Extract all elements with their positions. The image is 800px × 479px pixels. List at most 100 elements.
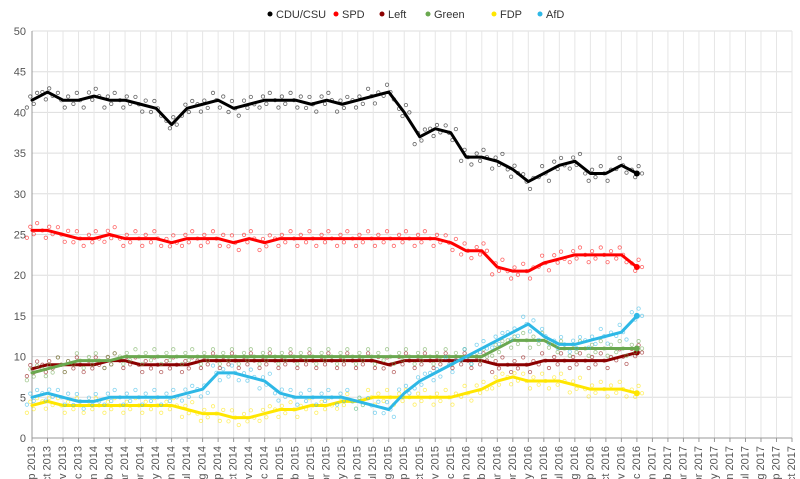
poll-point: [264, 358, 269, 363]
poll-point: [124, 232, 129, 238]
poll-point: [384, 229, 390, 234]
poll-point: [248, 347, 253, 352]
poll-point: [81, 105, 86, 110]
poll-point: [381, 411, 386, 416]
poll-point: [571, 338, 576, 343]
poll-point: [521, 261, 526, 266]
poll-point: [326, 90, 331, 95]
poll-point: [450, 402, 455, 407]
legend-item[interactable]: Left: [379, 9, 407, 21]
x-tick-label: Aug 2015: [383, 446, 395, 479]
poll-point: [198, 394, 204, 399]
poll-point: [438, 398, 443, 404]
poll-point: [366, 351, 371, 356]
poll-point: [469, 365, 474, 371]
poll-point: [71, 407, 76, 412]
poll-point: [462, 241, 467, 246]
poll-point: [431, 402, 436, 407]
poll-point: [345, 387, 350, 393]
x-tick-label: Nov 2016: [615, 446, 627, 479]
poll-point: [474, 151, 479, 156]
poll-point: [226, 419, 231, 424]
x-tick-label: Dec 2013: [73, 446, 85, 479]
poll-point: [71, 402, 76, 408]
y-tick-label: 10: [14, 352, 26, 364]
poll-point: [319, 350, 324, 356]
poll-point: [198, 361, 204, 367]
poll-point: [624, 394, 629, 399]
poll-point: [90, 362, 95, 367]
poll-point: [422, 347, 427, 352]
poll-point: [229, 351, 235, 356]
poll-point: [229, 233, 235, 238]
poll-point: [35, 363, 40, 368]
x-tick-label: Sep 2015: [398, 446, 410, 479]
poll-point: [515, 366, 521, 371]
poll-point: [257, 105, 262, 110]
legend[interactable]: CDU/CSU SPD Left Green FDP AfD: [267, 9, 565, 21]
legend-item[interactable]: AfD: [537, 9, 565, 21]
poll-point: [279, 94, 284, 99]
poll-point: [86, 395, 92, 400]
poll-point: [295, 414, 300, 419]
legend-item[interactable]: SPD: [333, 9, 365, 21]
poll-point: [121, 105, 126, 110]
poll-point: [577, 375, 583, 380]
poll-point: [112, 225, 117, 230]
poll-point: [148, 407, 154, 412]
poll-point: [314, 402, 319, 407]
poll-point: [412, 361, 417, 367]
poll-point: [496, 341, 502, 347]
x-tick-label: Feb 2016: [476, 446, 488, 479]
poll-point: [298, 94, 303, 99]
legend-item[interactable]: FDP: [491, 9, 523, 21]
series-spd: [24, 221, 645, 281]
x-tick-label: May 2017: [708, 446, 720, 479]
poll-point: [567, 390, 572, 395]
poll-point: [90, 366, 95, 371]
poll-point: [43, 235, 48, 240]
poll-point: [598, 164, 603, 169]
poll-point: [179, 414, 185, 419]
poll-point: [438, 362, 443, 367]
poll-point: [415, 391, 421, 396]
poll-point: [636, 383, 641, 389]
poll-point: [469, 361, 474, 367]
poll-point: [484, 248, 490, 253]
poll-point: [241, 98, 247, 103]
poll-point: [552, 159, 557, 164]
poll-point: [314, 410, 319, 415]
poll-point: [512, 265, 517, 270]
poll-point: [474, 383, 479, 388]
x-tick-label: Jan 2016: [460, 446, 472, 479]
legend-item[interactable]: CDU/CSU: [267, 9, 327, 21]
trend-line: [30, 314, 639, 412]
poll-point: [555, 345, 560, 351]
poll-point: [102, 402, 107, 407]
poll-point: [159, 410, 164, 415]
poll-point: [605, 260, 610, 265]
poll-point: [248, 94, 253, 100]
poll-point: [105, 228, 110, 233]
poll-point: [500, 339, 505, 344]
poll-point: [617, 322, 622, 327]
legend-item[interactable]: Green: [425, 9, 465, 21]
poll-point: [307, 387, 312, 393]
poll-point: [338, 232, 343, 238]
poll-point: [86, 90, 92, 95]
poll-point: [81, 243, 86, 248]
poll-point: [279, 403, 284, 408]
poll-point: [555, 350, 560, 355]
poll-point: [384, 400, 390, 405]
poll-point: [105, 391, 110, 396]
poll-point: [614, 390, 619, 395]
poll-point: [577, 351, 583, 356]
poll-point: [639, 264, 645, 270]
poll-point: [229, 408, 235, 413]
poll-point: [307, 229, 312, 234]
poll-point: [477, 362, 483, 367]
poll-point: [360, 362, 365, 367]
poll-point: [257, 365, 262, 371]
poll-point: [639, 391, 645, 396]
trend-end-marker: [633, 312, 640, 319]
